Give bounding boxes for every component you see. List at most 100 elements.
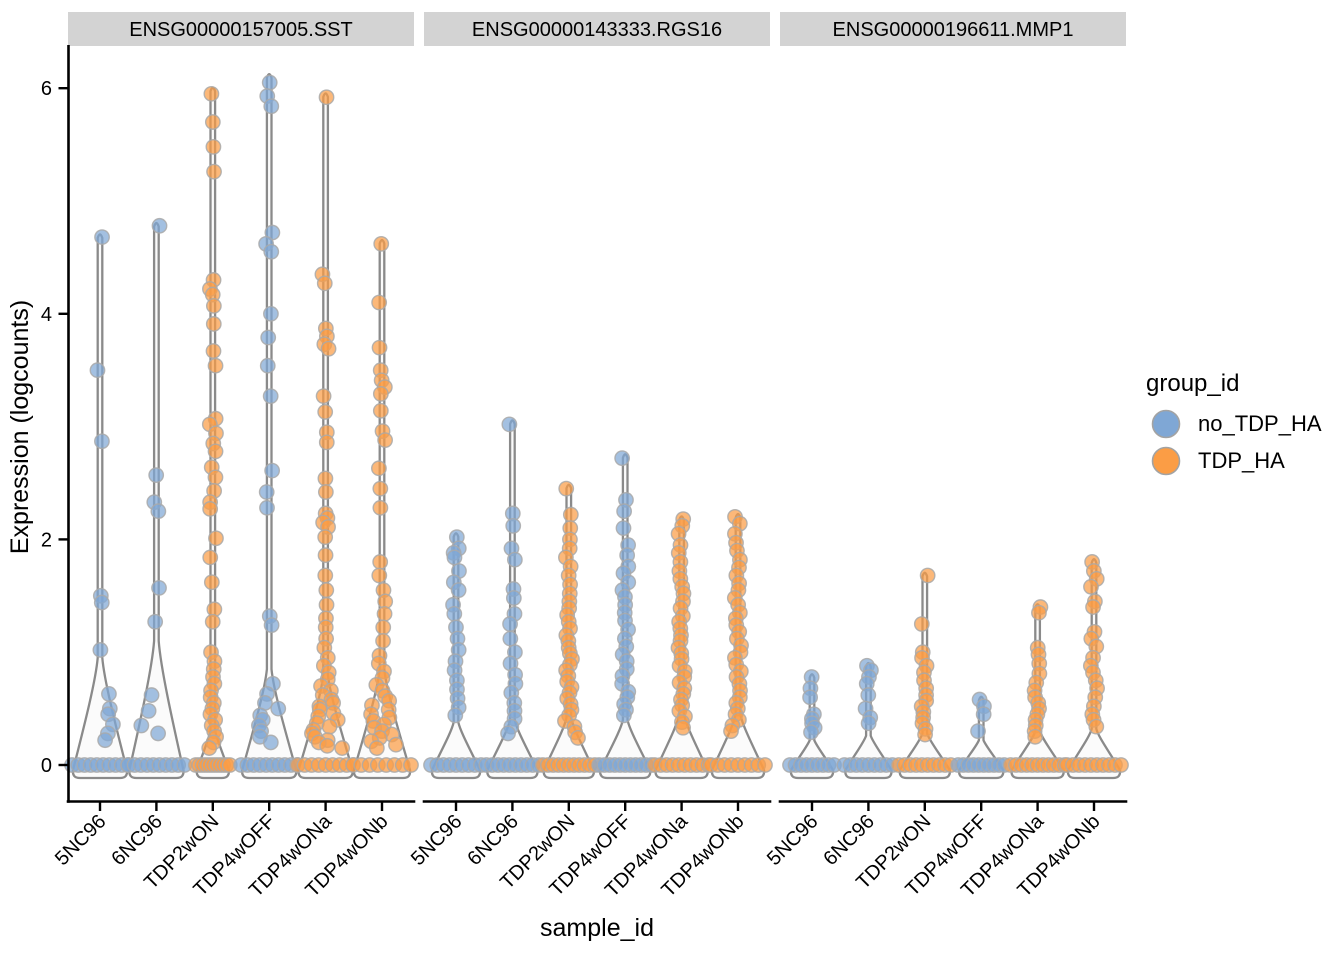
x-tick-label: 5NC96 (407, 810, 467, 870)
data-point (1031, 604, 1047, 621)
legend: group_id no_TDP_HA TDP_HA (1146, 370, 1322, 476)
data-point (970, 723, 986, 740)
x-tick-label: 5NC96 (763, 810, 823, 870)
data-point (368, 740, 385, 756)
legend-key-circle-tdp-ha (1151, 446, 1181, 476)
data-point (502, 616, 518, 632)
data-point (506, 551, 523, 568)
facet-panel-2: 5NC966NC96TDP2wONTDP4wOFFTDP4wONaTDP4wON… (407, 416, 773, 901)
data-point (203, 85, 220, 102)
data-point (917, 726, 933, 743)
facet-strip-label: ENSG00000196611.MMP1 (833, 19, 1074, 41)
data-point (258, 484, 275, 500)
data-point (975, 706, 992, 723)
violin-shape (240, 73, 298, 780)
data-point (318, 434, 335, 451)
facet-strip (424, 12, 770, 46)
data-point (205, 343, 222, 359)
data-point (204, 613, 221, 630)
x-tick-label: 5NC96 (51, 810, 111, 870)
data-point (317, 529, 334, 546)
data-point (97, 732, 113, 749)
data-point (860, 715, 877, 732)
data-point (446, 605, 463, 622)
data-point (208, 530, 224, 547)
data-point (264, 462, 281, 479)
data-point (570, 730, 586, 746)
data-point (803, 724, 819, 741)
data-point (94, 433, 110, 450)
data-point (263, 98, 280, 115)
data-point (615, 707, 632, 724)
data-point (151, 217, 168, 234)
data-point (259, 357, 276, 374)
data-point (205, 316, 222, 332)
facet-strip (780, 12, 1126, 46)
data-point (270, 700, 287, 717)
data-point (207, 443, 224, 460)
facet-panel-1: 5NC966NC96TDP2wONTDP4wOFFTDP4wONaTDP4wON… (51, 73, 419, 901)
data-point (262, 734, 279, 751)
data-point (1088, 718, 1105, 735)
data-point (500, 725, 516, 742)
data-point (150, 725, 167, 742)
data-point (502, 630, 519, 647)
data-point (372, 402, 389, 419)
data-point (802, 689, 819, 706)
data-point (373, 235, 390, 252)
y-tick-label: 0 (41, 755, 52, 777)
data-point (447, 707, 464, 724)
data-point (318, 582, 335, 599)
data-point (614, 450, 631, 467)
data-point (1083, 578, 1099, 595)
data-point (317, 547, 334, 564)
data-point (151, 580, 167, 596)
data-point (723, 723, 739, 740)
data-point (371, 294, 388, 311)
data-point (913, 616, 930, 632)
data-point (388, 736, 404, 753)
legend-label: TDP_HA (1198, 448, 1285, 473)
data-point (101, 686, 117, 702)
zero-point (757, 757, 773, 773)
data-point (860, 687, 877, 703)
facet-strip-label: ENSG00000157005.SST (129, 19, 353, 41)
data-point (371, 339, 388, 356)
x-axis-title: sample_id (540, 914, 654, 942)
zero-point (1113, 757, 1129, 773)
facet-panel-3: 5NC966NC96TDP2wONTDP4wOFFTDP4wONaTDP4wON… (763, 554, 1129, 901)
y-tick-label: 4 (41, 304, 52, 326)
data-point (148, 467, 165, 484)
data-point (204, 114, 221, 130)
data-point (501, 416, 518, 433)
data-point (259, 499, 275, 516)
panels-group: 5NC966NC96TDP2wONTDP4wOFFTDP4wONaTDP4wON… (51, 73, 1129, 901)
data-point (317, 484, 334, 500)
data-point (94, 229, 110, 245)
data-point (261, 74, 278, 91)
data-point (375, 619, 392, 636)
data-point (260, 329, 277, 346)
data-point (1027, 728, 1044, 745)
data-point (318, 89, 335, 106)
data-point (318, 596, 335, 613)
data-point (93, 594, 110, 611)
data-point (202, 501, 219, 517)
data-point (317, 567, 334, 584)
data-point (371, 567, 388, 584)
data-point (615, 520, 632, 537)
data-point (1085, 599, 1101, 615)
data-point (203, 574, 220, 591)
data-point (147, 613, 164, 630)
data-point (371, 460, 387, 477)
data-point (143, 687, 160, 703)
data-point (202, 549, 219, 566)
data-point (263, 305, 279, 322)
data-point (377, 432, 394, 449)
data-point (263, 243, 280, 260)
data-point (207, 357, 224, 374)
data-point (321, 718, 338, 735)
data-point (372, 554, 389, 570)
